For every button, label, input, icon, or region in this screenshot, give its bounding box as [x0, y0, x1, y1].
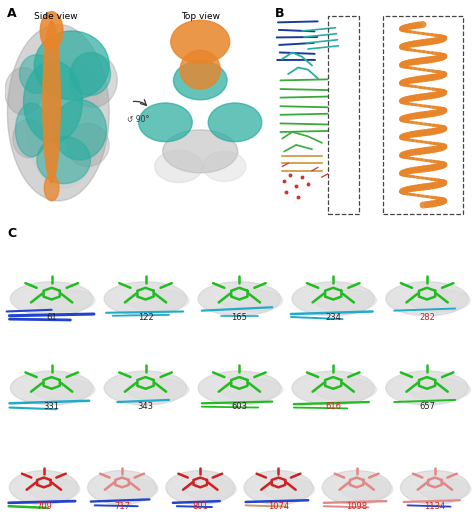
Ellipse shape [118, 379, 156, 391]
Ellipse shape [412, 478, 444, 490]
Text: 801: 801 [192, 502, 208, 511]
Ellipse shape [198, 371, 281, 405]
Ellipse shape [40, 11, 63, 50]
Ellipse shape [166, 470, 235, 505]
Ellipse shape [43, 21, 60, 182]
Ellipse shape [178, 478, 209, 490]
Text: 717: 717 [114, 502, 130, 511]
Ellipse shape [386, 282, 468, 316]
Ellipse shape [88, 470, 156, 505]
Ellipse shape [256, 478, 287, 490]
Text: 282: 282 [419, 313, 435, 322]
Ellipse shape [409, 290, 470, 311]
Ellipse shape [13, 119, 45, 158]
Text: Top view: Top view [181, 11, 220, 21]
Ellipse shape [104, 371, 187, 405]
Ellipse shape [419, 478, 471, 500]
Text: ↺ 90°: ↺ 90° [128, 115, 150, 124]
Ellipse shape [25, 290, 62, 301]
Ellipse shape [171, 20, 230, 63]
Ellipse shape [221, 290, 283, 311]
Ellipse shape [315, 290, 376, 311]
Text: B: B [274, 7, 284, 20]
Ellipse shape [100, 478, 131, 490]
Ellipse shape [306, 379, 344, 391]
Ellipse shape [198, 282, 281, 316]
Ellipse shape [212, 379, 250, 391]
FancyBboxPatch shape [383, 16, 464, 214]
Ellipse shape [386, 371, 468, 405]
Ellipse shape [306, 290, 344, 301]
Text: 616: 616 [325, 402, 341, 411]
Text: 343: 343 [137, 402, 154, 411]
Ellipse shape [26, 59, 101, 188]
Ellipse shape [107, 478, 158, 500]
Ellipse shape [315, 379, 376, 401]
Ellipse shape [400, 379, 438, 391]
Ellipse shape [322, 470, 391, 505]
Text: 122: 122 [137, 313, 154, 322]
Ellipse shape [104, 282, 187, 316]
Text: A: A [8, 7, 17, 20]
Ellipse shape [19, 54, 55, 93]
Text: 709: 709 [36, 502, 52, 511]
Ellipse shape [292, 371, 374, 405]
Text: 657: 657 [419, 402, 435, 411]
Text: 61: 61 [46, 313, 57, 322]
Ellipse shape [66, 123, 109, 166]
Ellipse shape [118, 290, 156, 301]
Ellipse shape [180, 50, 220, 89]
Ellipse shape [33, 379, 95, 401]
Ellipse shape [163, 130, 238, 173]
Ellipse shape [221, 379, 283, 401]
Ellipse shape [16, 103, 47, 157]
Ellipse shape [37, 136, 91, 183]
Ellipse shape [203, 151, 246, 181]
Ellipse shape [25, 379, 62, 391]
Ellipse shape [21, 478, 53, 490]
Ellipse shape [341, 478, 393, 500]
Ellipse shape [24, 61, 82, 143]
Ellipse shape [263, 478, 315, 500]
Ellipse shape [34, 31, 109, 100]
Ellipse shape [9, 470, 78, 505]
Ellipse shape [69, 53, 117, 107]
Ellipse shape [155, 150, 203, 182]
Ellipse shape [409, 379, 470, 401]
Ellipse shape [5, 67, 42, 115]
Ellipse shape [8, 24, 109, 201]
Ellipse shape [28, 478, 80, 500]
Ellipse shape [44, 175, 59, 201]
Ellipse shape [244, 470, 313, 505]
Text: 1134: 1134 [424, 502, 446, 511]
Text: Side view: Side view [34, 11, 77, 21]
Text: 234: 234 [325, 313, 341, 322]
Ellipse shape [292, 282, 374, 316]
Ellipse shape [10, 371, 93, 405]
Text: 165: 165 [231, 313, 247, 322]
Ellipse shape [185, 478, 237, 500]
Text: 603: 603 [231, 402, 247, 411]
Ellipse shape [33, 290, 95, 311]
Ellipse shape [53, 100, 107, 160]
Ellipse shape [334, 478, 365, 490]
Ellipse shape [127, 290, 189, 311]
Text: 1098: 1098 [346, 502, 367, 511]
Ellipse shape [400, 290, 438, 301]
Text: C: C [7, 227, 16, 240]
Ellipse shape [173, 61, 227, 100]
Ellipse shape [208, 103, 262, 142]
Ellipse shape [212, 290, 250, 301]
Ellipse shape [10, 282, 93, 316]
Ellipse shape [70, 52, 110, 95]
Ellipse shape [127, 379, 189, 401]
Ellipse shape [139, 103, 192, 142]
Ellipse shape [401, 470, 469, 505]
Text: 1074: 1074 [268, 502, 289, 511]
Text: 331: 331 [44, 402, 60, 411]
